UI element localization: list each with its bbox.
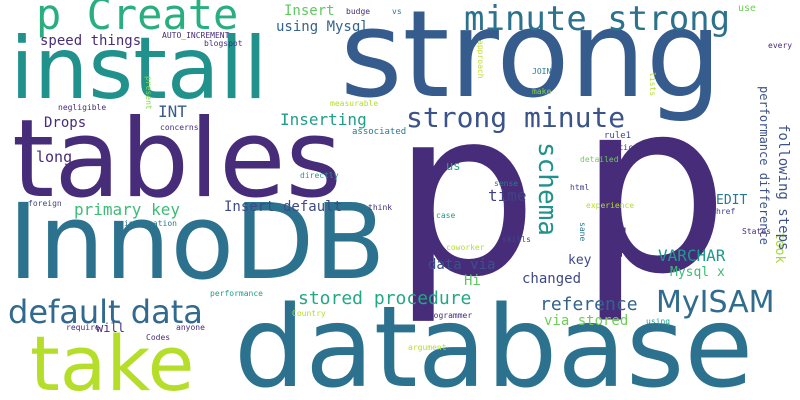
word-require: require	[66, 323, 100, 332]
word-information: information	[124, 219, 177, 228]
word-stored-procedure: stored procedure	[298, 288, 472, 309]
word-speed-things: speed things	[40, 33, 142, 49]
word-lot: lot	[607, 226, 628, 259]
word-will: will	[96, 321, 125, 335]
word-default-data: default data	[8, 293, 203, 331]
word-p-1: p	[392, 61, 538, 328]
word-sense: sense	[494, 179, 519, 188]
word-performance-difference: performance difference	[757, 86, 771, 245]
word-coworker: coworker	[446, 243, 485, 252]
word-mysql-x: Mysql x	[670, 265, 725, 280]
word-using-mysql: using Mysql	[276, 19, 369, 35]
word-present: present	[144, 76, 153, 110]
word-varchar: VARCHAR	[658, 246, 726, 265]
word-experience: experience	[586, 201, 635, 210]
word-time: time	[488, 186, 527, 205]
word-hi: Hi	[464, 273, 481, 289]
word-programmer: programmer	[424, 311, 473, 320]
word-foreign: foreign	[28, 199, 62, 208]
word-minute-strong: minute strong	[464, 0, 731, 39]
word-strong: strong	[340, 0, 722, 125]
word-think: think	[368, 203, 393, 212]
word-rule1: rule1	[604, 131, 632, 141]
word-lists: lists	[648, 72, 657, 97]
word-long: long	[36, 148, 73, 166]
word-codes: Codes	[146, 333, 171, 342]
word-p-create: p Create	[36, 0, 239, 39]
word-install: install	[10, 19, 268, 119]
word-use: use	[738, 3, 757, 14]
word-primary-key: primary key	[74, 200, 180, 219]
word-detailed: detailed	[580, 155, 619, 164]
word-take: take	[30, 319, 195, 400]
word-myisam: MyISAM	[656, 285, 775, 320]
word-changed: changed	[522, 271, 582, 287]
word-anyone: anyone	[176, 323, 205, 332]
word-vs: vs	[392, 7, 402, 16]
word-insert: Insert	[284, 3, 335, 19]
word-performance: performance	[210, 289, 263, 298]
word-every: every	[768, 41, 793, 50]
word-p-2: p	[578, 50, 730, 327]
word-via-stored: via stored	[544, 313, 629, 329]
word-negligible: negligible	[58, 103, 107, 112]
word-us: us	[446, 159, 461, 173]
word-tables: tables	[12, 97, 342, 222]
word-database: database	[234, 283, 754, 400]
word-join: JOIN	[532, 67, 552, 76]
word-directly: directly	[300, 171, 339, 180]
word-drops: Drops	[44, 115, 87, 131]
word-concerns: concerns	[160, 123, 199, 132]
word-case: case	[436, 211, 456, 220]
word-measurable: measurable	[330, 99, 379, 108]
word-schema: schema	[532, 142, 562, 236]
word-particular: particular	[604, 143, 653, 152]
word-edit: EDIT	[716, 193, 748, 208]
word-using: using	[646, 317, 671, 326]
word-innodb: InnoDB	[8, 181, 386, 303]
word-budge: budge	[346, 7, 371, 16]
word-data-via: data via	[428, 257, 496, 273]
word-auto-increment: AUTO_INCREMENT	[162, 31, 230, 40]
word-href: href	[716, 207, 736, 216]
word-sane: sane	[578, 222, 587, 242]
word-skills: skills	[502, 235, 531, 244]
word-country: Country	[292, 309, 326, 318]
word-int: INT	[158, 102, 187, 121]
word-reference: reference	[540, 294, 638, 315]
word-insert-default: Insert default	[224, 199, 343, 215]
word-strong-minute: strong minute	[406, 101, 626, 134]
word-states: States	[742, 227, 771, 236]
word-html: html	[570, 183, 590, 192]
word-inserting: Inserting	[280, 110, 367, 129]
word-approach: approach	[476, 40, 485, 79]
word-blogspot: blogspot	[204, 39, 243, 48]
word-following-steps: following steps	[775, 124, 791, 251]
word-associated: associated	[352, 127, 407, 137]
word-make: make	[532, 87, 552, 96]
word-key: key	[568, 253, 592, 268]
word-argument: argument	[408, 343, 447, 352]
